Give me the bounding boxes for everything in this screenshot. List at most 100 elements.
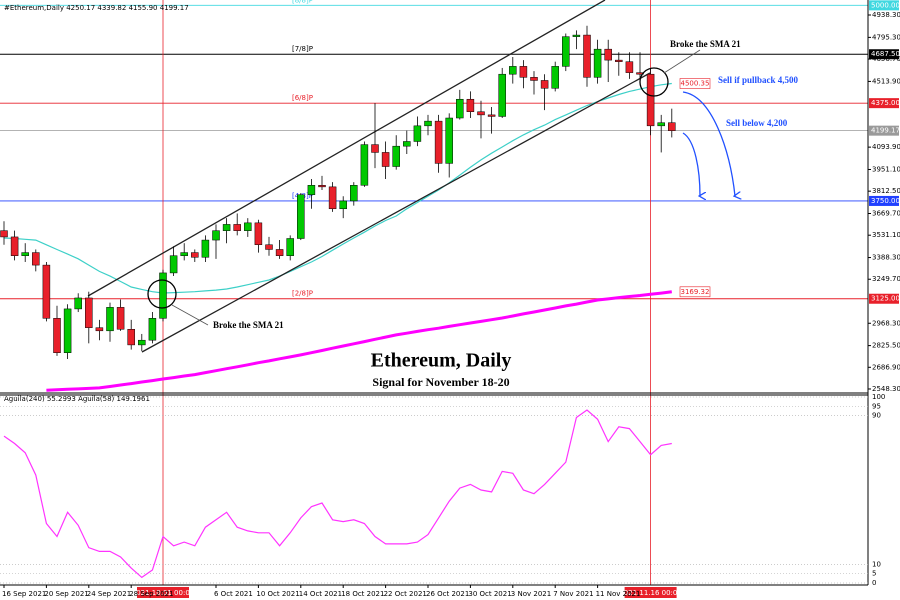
y-tick-label: 0 [872,579,876,587]
y-tick-label: 10 [872,560,881,568]
y-tick-label: 4938.30 [872,11,900,19]
line-value-box [679,286,711,298]
x-tick-label: 26 Oct 2021 [426,590,469,598]
candle-body [509,66,517,75]
marker-label: 2021.10.01 00:00 [132,589,194,597]
y-tick-label: 4513.90 [872,77,900,85]
candle-body [466,98,475,113]
x-tick-label: 24 Sep 2021 [87,590,131,598]
marker-label: 2021.11.16 00:00 [619,589,681,597]
candle-body [212,230,220,241]
y-tick-label: 4795.30 [872,33,900,41]
candle-body [572,34,581,37]
candle-body [424,120,432,127]
y-tick-label: 3951.10 [872,165,900,173]
price-label: 4199.17 [871,127,900,135]
candle-body [265,244,273,250]
y-tick-label: 100 [872,393,885,401]
y-tick-label: 4093.90 [872,143,900,151]
candle-body [360,144,369,186]
highlight-circle [639,67,669,97]
y-tick-label: 2825.50 [872,342,900,350]
candle-body [307,185,316,195]
candle-body [350,185,358,202]
indicator-line [3,409,672,579]
level-box [869,49,899,60]
y-tick-label: 3812.50 [872,187,900,195]
highlight-circle [147,279,177,309]
candle-body [657,122,665,127]
y-tick-label: 2686.90 [872,363,900,371]
level-label: 3750.00 [871,197,900,205]
candle-body [392,145,400,167]
level-label: 4375.00 [871,99,900,107]
candle-body [318,185,326,188]
y-tick-label: 3531.10 [872,231,900,239]
candle-body [106,307,114,332]
arrow [682,132,700,196]
candle-body [456,98,464,119]
y-tick-label: 2968.30 [872,319,900,327]
candle-body [10,236,19,256]
candle-body [116,307,125,330]
x-tick-label: 14 Oct 2021 [299,590,342,598]
candle-body [32,252,40,266]
y-tick-label: 3669.70 [872,210,900,218]
candle-body [138,339,146,346]
candle-body [233,224,241,231]
candle-body [625,61,634,73]
annotation: Sell below 4,200 [726,118,788,128]
arrow [682,91,735,196]
candle-body [95,327,104,332]
x-tick-label: 3 Nov 2021 [511,590,551,598]
moving-average [46,290,672,392]
y-tick-label: 90 [872,412,881,420]
candle-body [403,141,411,147]
x-tick-label: 11 Nov 2021 [596,590,641,598]
line-value-box [679,78,711,89]
level-label: 5000.00 [871,1,900,9]
candle-body [328,186,337,210]
level-name: [7/8]P [292,45,313,53]
candle-body [74,297,82,310]
marker-box [137,587,189,598]
y-tick-label: 5 [872,570,876,578]
chart-subtitle: Signal for November 18-20 [372,375,509,389]
annotation: Broke the SMA 21 [213,320,284,330]
indicator-lines [3,82,672,392]
level-box [869,195,899,206]
callout-line [171,304,209,326]
x-tick-label: 7 Nov 2021 [553,590,593,598]
candle-body [85,297,93,328]
price-box [869,125,899,136]
candle-body [169,255,178,274]
level-name: [6/8]P [292,94,313,102]
candle-body [254,222,263,246]
channel-upper [87,0,606,297]
candle-body [413,125,422,142]
channel-lower [141,72,651,353]
candle-body [519,66,528,78]
moving-average [3,82,672,294]
candle-body [180,252,188,256]
level-label: 3125.00 [871,295,900,303]
candle-body [498,73,506,117]
y-tick-label: 3388.30 [872,254,900,262]
x-tick-label: 28 Sep 2021 [129,590,173,598]
level-box [869,293,899,304]
candle-body [445,117,453,164]
marker-box [624,587,677,598]
candle-body [339,200,347,210]
x-tick-label: 20 Sep 2021 [44,590,88,598]
candle-body [646,73,655,127]
y-tick-label: 3249.70 [872,275,900,283]
candle-body [477,111,485,116]
chart-title: Ethereum, Daily [371,350,512,372]
candle-body [487,114,496,117]
callout-line [663,49,701,74]
chart-header: #Ethereum,Daily 4250.17 4339.82 4155.90 … [4,4,189,12]
candle-body [381,152,390,167]
